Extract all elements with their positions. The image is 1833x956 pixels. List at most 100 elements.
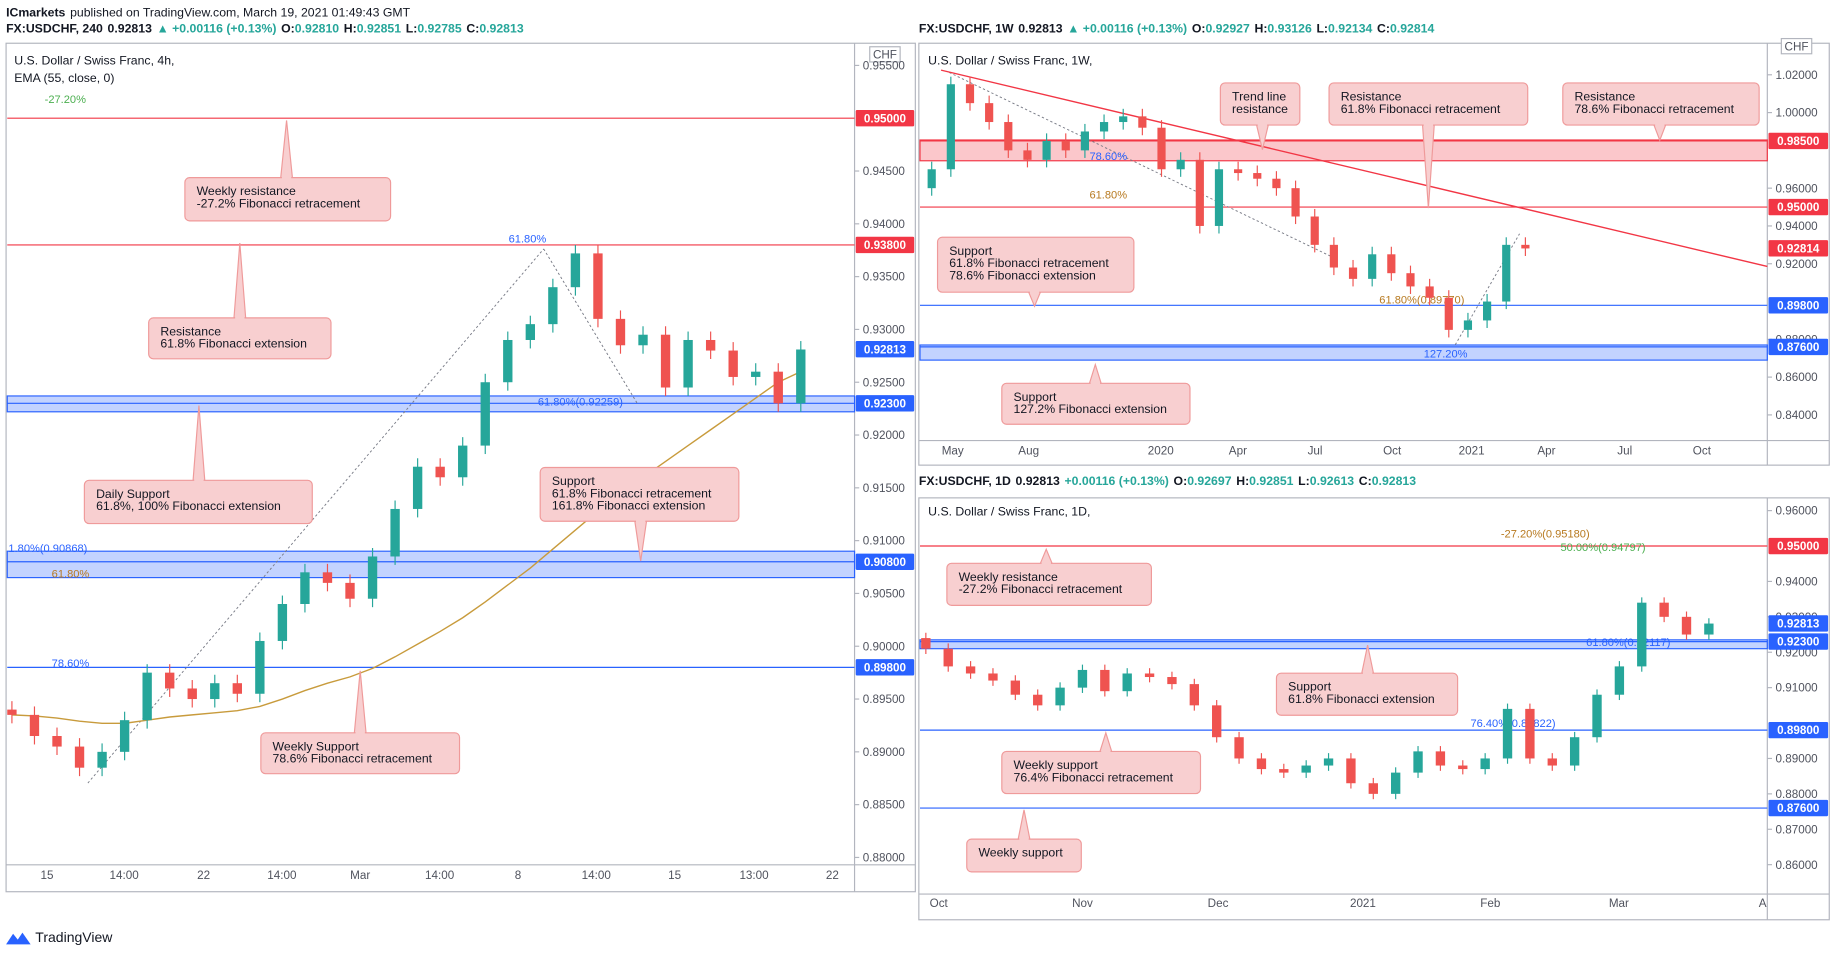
candle-body	[1099, 122, 1109, 132]
header-part: 0.92851	[1249, 474, 1294, 488]
header-part: O:	[1192, 22, 1206, 36]
header-part: 0.92810	[295, 22, 340, 36]
candle-body	[1681, 616, 1692, 635]
x-tick-label: Mar	[350, 869, 370, 882]
header-part: 0.92813	[108, 22, 153, 36]
price-label: 0.92813	[1777, 618, 1820, 631]
y-tick-label: 0.96000	[1775, 182, 1818, 195]
x-tick-label: 2021	[1459, 445, 1485, 458]
y-tick-label: 0.94000	[1775, 220, 1818, 233]
price-label-box	[1768, 198, 1829, 216]
price-label-box	[1768, 240, 1829, 257]
y-tick-label: 1.00000	[1775, 107, 1818, 120]
callout-text: -27.2% Fibonacci retracement	[197, 196, 361, 210]
candle-body	[1234, 169, 1243, 174]
zone	[919, 344, 1768, 361]
callout-text: Daily Support	[96, 487, 170, 501]
header-part: C:	[1377, 22, 1390, 36]
callout-text: Support	[949, 244, 993, 258]
header-part: ▲ +0.00116 (+0.13%)	[157, 22, 277, 36]
currency: CHF	[1785, 40, 1809, 53]
x-tick-label: Oct	[1693, 445, 1712, 458]
price-label-box	[855, 395, 915, 412]
candle-body	[142, 672, 152, 721]
price-label-box	[855, 110, 915, 127]
header-part: O:	[1174, 474, 1188, 488]
candle-body	[1301, 765, 1311, 773]
zone	[6, 550, 856, 579]
candle-body	[74, 746, 85, 768]
candle-body	[1144, 673, 1155, 678]
candle-body	[1435, 751, 1446, 766]
x-tick-label: Jul	[1308, 445, 1323, 458]
callout-text: Support	[552, 474, 596, 488]
price-label: 0.87600	[1777, 341, 1820, 354]
candle-body	[548, 287, 558, 325]
price-label: 0.89800	[1777, 724, 1820, 737]
ema-line	[11, 371, 802, 725]
x-tick-label: Jul	[1617, 445, 1632, 458]
y-tick-label: 0.88500	[863, 799, 906, 812]
price-label: 0.93800	[864, 239, 907, 252]
callout-text: 61.8% Fibonacci retracement	[949, 256, 1109, 270]
candle-body	[1100, 669, 1110, 692]
callout-text: Resistance	[1574, 90, 1635, 104]
candle-body	[751, 371, 761, 377]
y-tick-label: 0.86000	[1775, 371, 1818, 384]
candle-body	[1637, 602, 1647, 667]
header-part: 0.93126	[1267, 22, 1312, 36]
price-label: 0.87600	[1777, 802, 1820, 815]
candle-body	[728, 350, 738, 377]
header-part: FX:USDCHF, 1D	[919, 474, 1011, 488]
fib-label: 61.80%(0.92259)	[538, 396, 623, 408]
candle-body	[1004, 122, 1013, 151]
y-tick-label: 0.94500	[863, 165, 906, 178]
candle-body	[1077, 669, 1088, 688]
candle-body	[1272, 178, 1281, 189]
y-tick-label: 0.91000	[863, 535, 906, 548]
candle-body	[7, 709, 17, 715]
candle-body	[705, 339, 716, 351]
fib-label: 78.60%	[52, 658, 90, 670]
price-label: 0.92300	[864, 397, 907, 410]
callout-text: 61.8% Fibonacci extension	[160, 337, 307, 351]
callout-text: Weekly support	[1014, 758, 1099, 772]
candle-body	[1157, 127, 1166, 170]
candle-body	[367, 556, 378, 599]
x-tick-label: 13:00	[739, 869, 769, 882]
currency-box	[1780, 37, 1813, 55]
x-tick-label: A	[1759, 897, 1767, 910]
header-part: 0.92785	[417, 22, 462, 36]
candle-body	[1195, 159, 1204, 226]
candle-body	[660, 334, 671, 388]
x-tick-label: 22	[197, 869, 210, 882]
candle-body	[1310, 216, 1319, 245]
y-tick-label: 0.93500	[863, 271, 906, 284]
callout-text: -27.2% Fibonacci retracement	[959, 582, 1123, 596]
chart-pane: U.S. Dollar / Swiss Franc, 1W, CHF 1.02000…	[918, 37, 1830, 466]
candle-body	[1463, 320, 1473, 330]
y-tick-label: 0.91000	[1775, 682, 1818, 695]
header-part: H:	[1236, 474, 1249, 488]
currency-box	[869, 46, 901, 63]
header-part: 0.92814	[1390, 22, 1435, 36]
header-part: 0.92813	[1372, 474, 1417, 488]
candle-body	[1390, 772, 1401, 794]
header-part: L:	[406, 22, 418, 36]
callout-text: 61.8% Fibonacci retracement	[1341, 102, 1501, 116]
candle-body	[165, 672, 175, 689]
header-part: +0.00116 (+0.13%)	[1065, 474, 1169, 488]
candle-body	[1279, 769, 1289, 773]
callout-text: 127.2% Fibonacci extension	[1014, 402, 1168, 416]
candle-body	[1569, 737, 1580, 766]
x-tick-label: 14:00	[425, 869, 455, 882]
candle-body	[1167, 677, 1177, 685]
y-tick-label: 0.96000	[1775, 505, 1818, 518]
fib-label: 78.60%	[1089, 151, 1127, 163]
fib-label: 1.80%(0.90868)	[8, 543, 87, 555]
fib-label: 50.00%(0.94797)	[1560, 542, 1645, 554]
candle-body	[1214, 169, 1224, 226]
author: ICmarkets	[6, 5, 65, 19]
candle-body	[1323, 758, 1334, 766]
